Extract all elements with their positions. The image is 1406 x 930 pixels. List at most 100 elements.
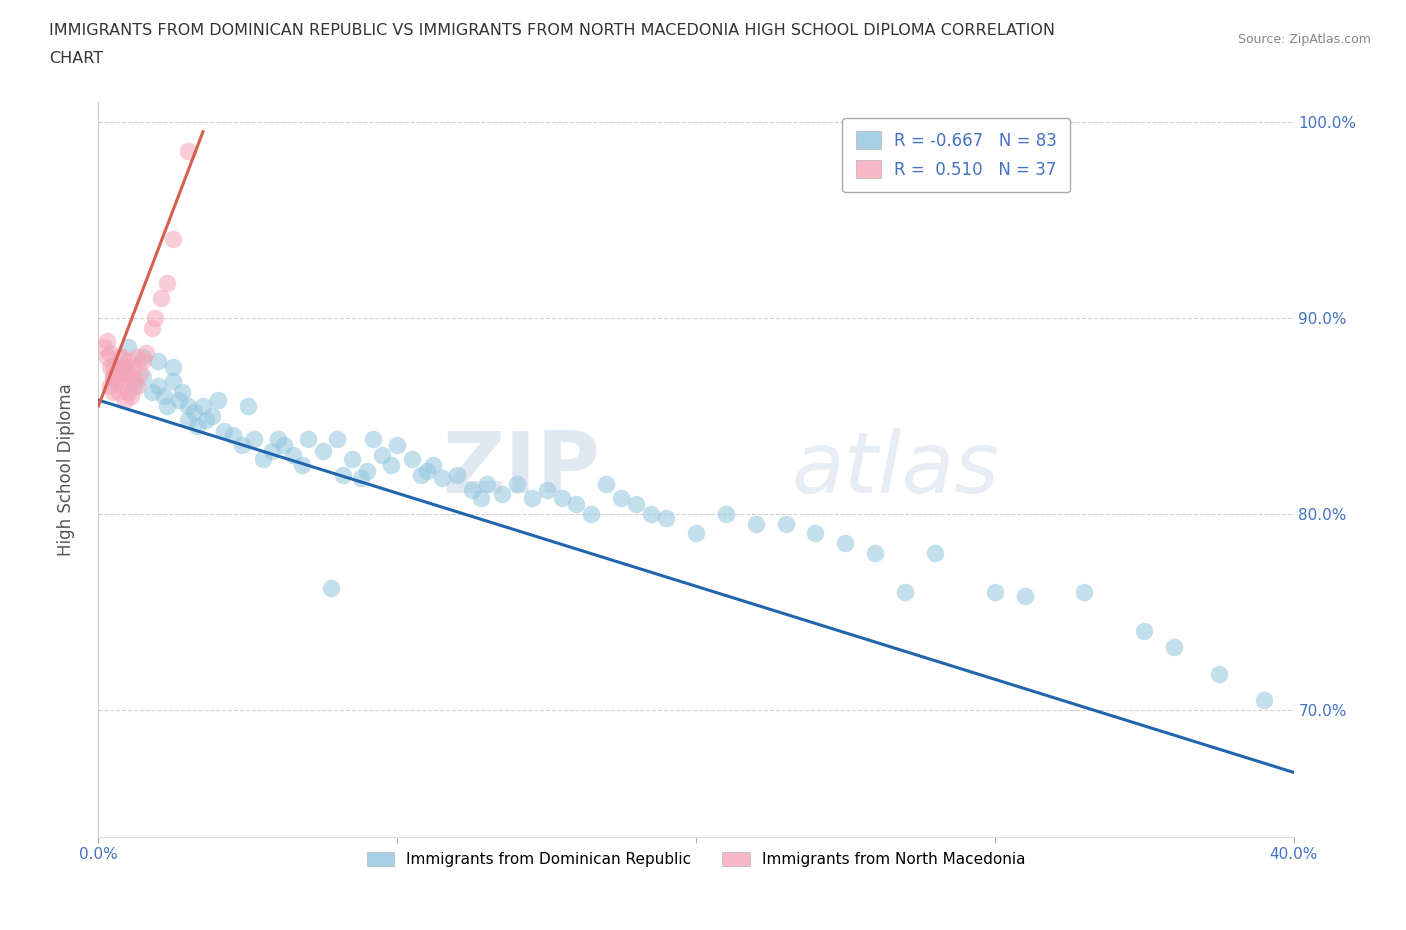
Point xyxy=(177,412,200,427)
Point xyxy=(103,385,125,400)
Point xyxy=(120,369,142,384)
Point xyxy=(141,320,163,335)
Point xyxy=(162,359,184,374)
Point xyxy=(350,471,373,485)
Point xyxy=(117,365,139,380)
Point xyxy=(626,497,648,512)
Point xyxy=(141,385,163,400)
Point xyxy=(117,353,139,368)
Point xyxy=(111,359,134,374)
Point xyxy=(894,585,917,600)
Point xyxy=(1073,585,1095,600)
Point xyxy=(243,432,266,446)
Point xyxy=(520,491,543,506)
Point xyxy=(111,365,134,380)
Point xyxy=(132,369,155,384)
Point xyxy=(422,458,444,472)
Point xyxy=(267,432,290,446)
Point xyxy=(108,385,131,400)
Point xyxy=(775,516,797,531)
Point xyxy=(143,311,166,325)
Point xyxy=(167,392,190,407)
Point xyxy=(506,477,529,492)
Point xyxy=(236,399,259,414)
Point xyxy=(1014,589,1036,604)
Point xyxy=(281,447,304,462)
Point xyxy=(162,373,184,388)
Point xyxy=(385,438,409,453)
Point xyxy=(124,359,146,374)
Point xyxy=(326,432,349,446)
Point xyxy=(153,389,176,404)
Point xyxy=(342,451,364,466)
Point xyxy=(401,451,423,466)
Point xyxy=(411,467,433,482)
Point xyxy=(581,506,603,521)
Point xyxy=(108,350,131,365)
Point xyxy=(321,580,343,595)
Point xyxy=(132,350,155,365)
Point xyxy=(124,379,146,393)
Point xyxy=(124,373,146,388)
Point xyxy=(177,399,200,414)
Text: atlas: atlas xyxy=(792,428,1000,512)
Point xyxy=(363,432,385,446)
Point xyxy=(371,447,394,462)
Point xyxy=(416,463,439,478)
Point xyxy=(96,334,118,349)
Point xyxy=(260,444,283,458)
Point xyxy=(536,483,558,498)
Point xyxy=(924,546,946,561)
Point xyxy=(984,585,1007,600)
Point xyxy=(297,432,319,446)
Point xyxy=(108,369,131,384)
Point xyxy=(595,477,617,492)
Point xyxy=(1208,667,1230,682)
Point xyxy=(252,451,274,466)
Point xyxy=(745,516,768,531)
Point xyxy=(114,392,136,407)
Point xyxy=(117,339,139,354)
Point xyxy=(129,365,152,380)
Point xyxy=(565,497,588,512)
Point xyxy=(640,506,662,521)
Point xyxy=(446,467,468,482)
Point xyxy=(162,232,184,246)
Point xyxy=(231,438,253,453)
Y-axis label: High School Diploma: High School Diploma xyxy=(56,383,75,556)
Point xyxy=(212,424,235,439)
Text: IMMIGRANTS FROM DOMINICAN REPUBLIC VS IMMIGRANTS FROM NORTH MACEDONIA HIGH SCHOO: IMMIGRANTS FROM DOMINICAN REPUBLIC VS IM… xyxy=(49,23,1056,38)
Point xyxy=(120,389,142,404)
Point xyxy=(98,346,122,361)
Point xyxy=(114,359,136,374)
Text: CHART: CHART xyxy=(49,51,103,66)
Point xyxy=(98,379,122,393)
Point xyxy=(103,369,125,384)
Point xyxy=(191,399,214,414)
Point xyxy=(550,491,572,506)
Point xyxy=(105,373,128,388)
Point xyxy=(273,438,295,453)
Point xyxy=(311,444,333,458)
Point xyxy=(111,379,134,393)
Point xyxy=(461,483,484,498)
Point xyxy=(222,428,245,443)
Point xyxy=(332,467,354,482)
Point xyxy=(156,399,179,414)
Point xyxy=(1163,640,1185,655)
Point xyxy=(655,511,678,525)
Point xyxy=(148,379,170,393)
Point xyxy=(207,392,229,407)
Point xyxy=(714,506,737,521)
Point xyxy=(610,491,633,506)
Point xyxy=(470,491,492,506)
Point xyxy=(380,458,402,472)
Point xyxy=(1133,624,1156,639)
Point xyxy=(1253,693,1275,708)
Point xyxy=(804,525,827,540)
Point xyxy=(475,477,498,492)
Point xyxy=(491,486,513,501)
Point xyxy=(98,359,122,374)
Point xyxy=(156,275,179,290)
Point xyxy=(127,350,149,365)
